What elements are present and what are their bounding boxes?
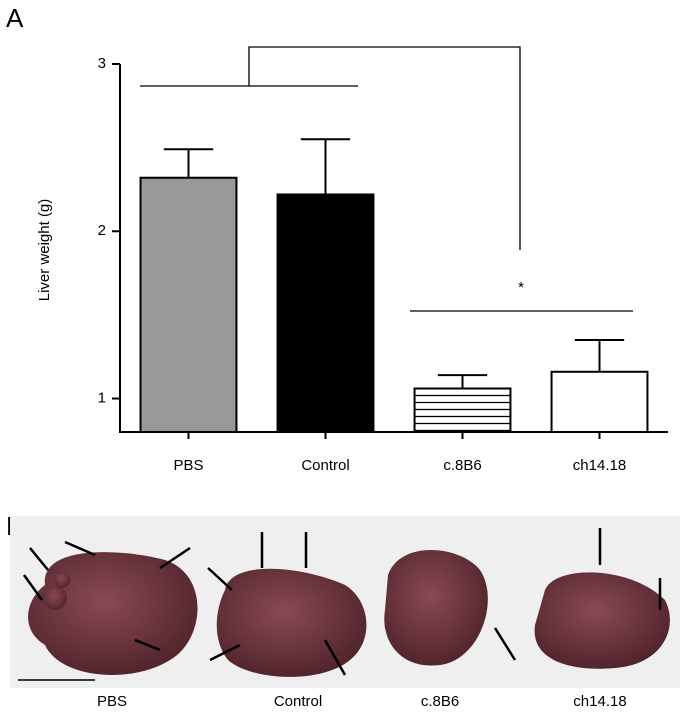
x-tick-label: ch14.18	[573, 457, 626, 474]
photo-panel	[10, 516, 680, 688]
bar	[139, 176, 238, 433]
x-tick-label: Control	[301, 457, 349, 474]
x-tick-label: c.8B6	[443, 457, 481, 474]
x-tick-label: PBS	[173, 457, 203, 474]
photo-label: ch14.18	[573, 693, 626, 710]
bar	[550, 370, 649, 434]
significance-brackets	[140, 46, 633, 312]
bar	[413, 387, 512, 434]
bar	[276, 193, 375, 433]
y-tick-label: 2	[98, 222, 106, 239]
y-axis-label: Liver weight (g)	[36, 199, 53, 302]
y-tick-label: 1	[98, 390, 106, 407]
photo-label: Control	[274, 693, 322, 710]
y-tick-label: 3	[98, 55, 106, 72]
photo-label: PBS	[97, 693, 127, 710]
photo-label: c.8B6	[421, 693, 459, 710]
panel-label: A	[6, 3, 24, 33]
annotation: *	[518, 279, 524, 296]
